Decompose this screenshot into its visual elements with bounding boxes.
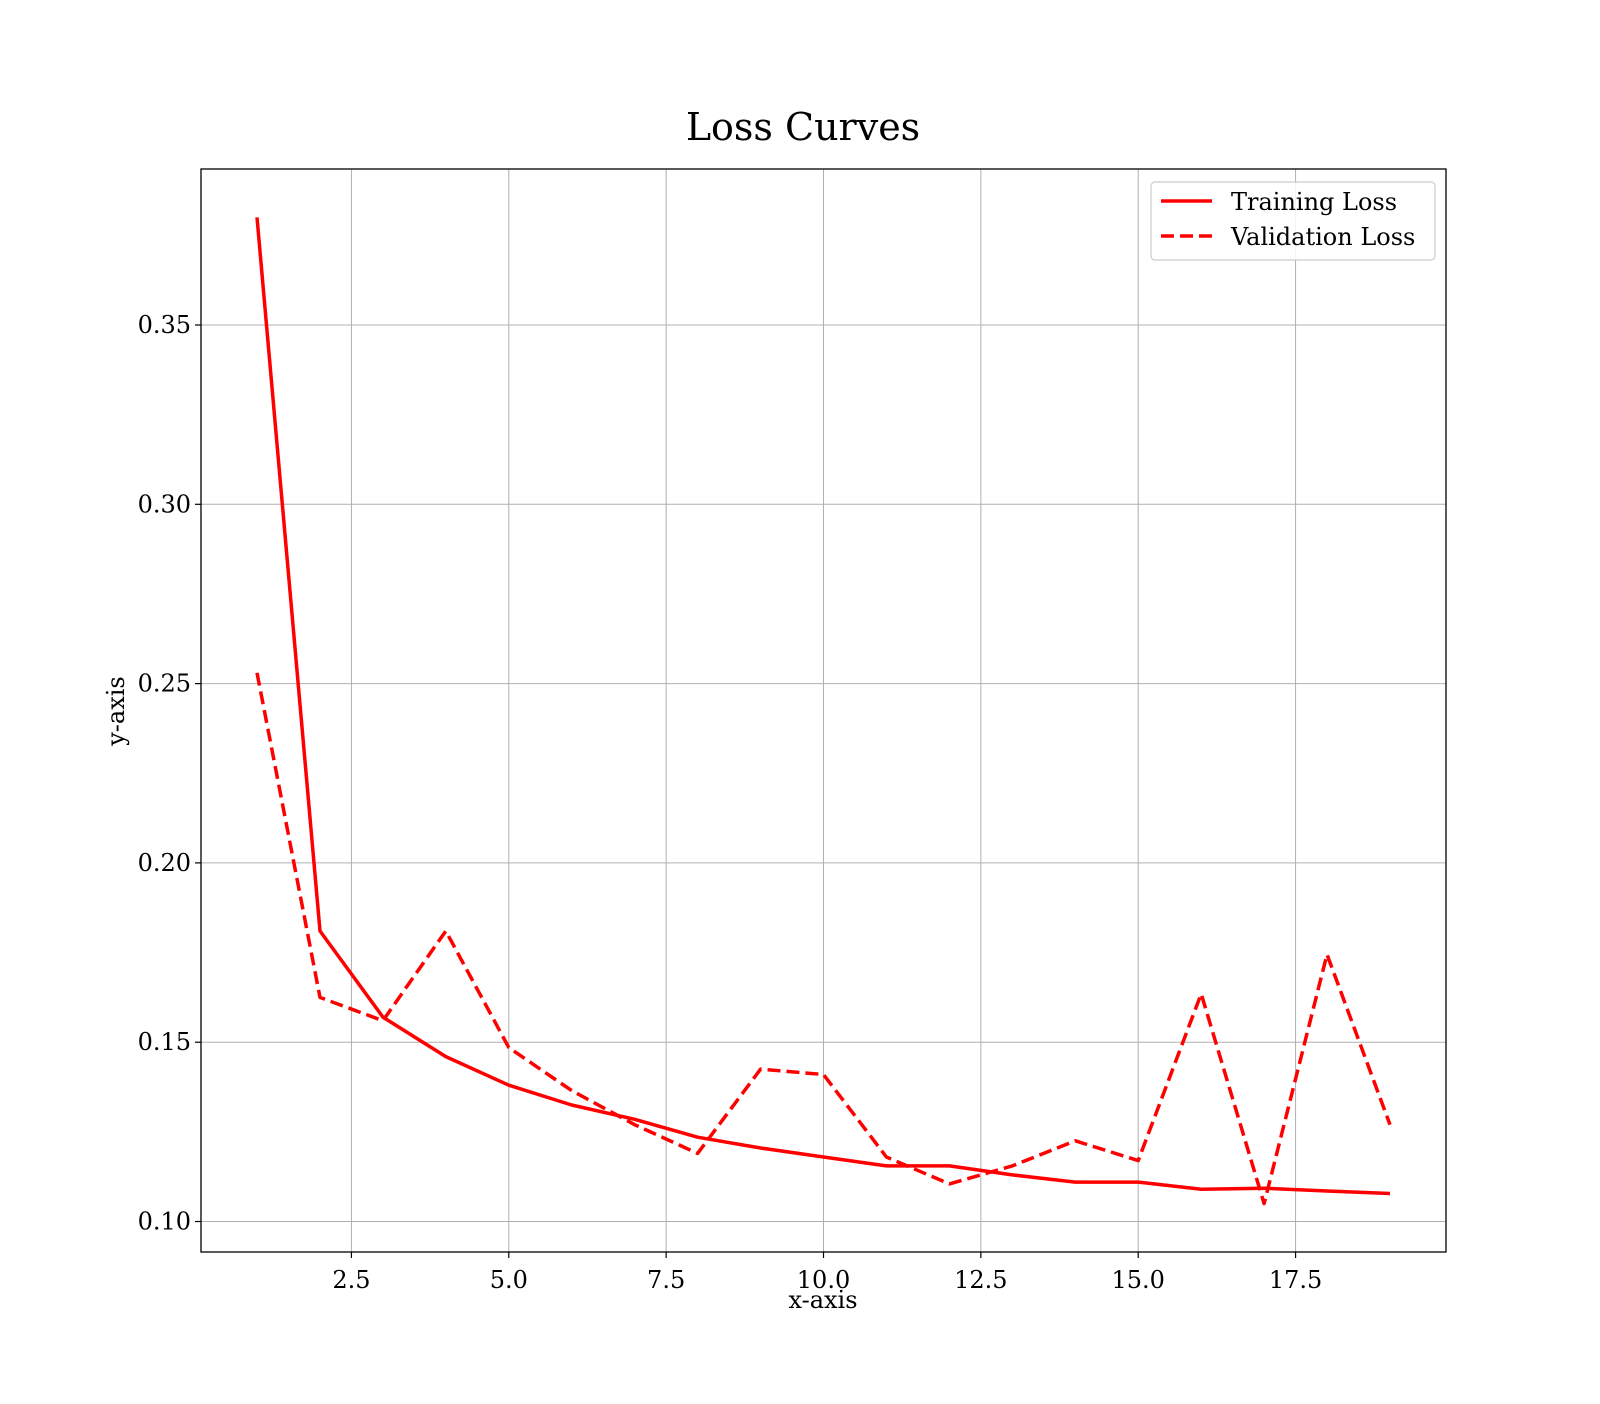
- x-tick-label: 5.0: [490, 1266, 528, 1294]
- x-axis-ticks: 2.5 5.0 7.5 10.0 12.5 15.0 17.5: [332, 1252, 1322, 1294]
- chart-title: Loss Curves: [686, 105, 920, 149]
- legend-label-training-loss: Training Loss: [1231, 188, 1397, 216]
- x-tick-label: 2.5: [332, 1266, 370, 1294]
- y-tick-label: 0.20: [138, 849, 191, 877]
- y-axis-label: y-axis: [102, 676, 130, 747]
- y-tick-label: 0.10: [138, 1208, 191, 1236]
- series-line-training-loss: [255, 217, 1391, 1196]
- x-tick-label: 7.5: [647, 1266, 685, 1294]
- x-tick-label: 15.0: [1111, 1266, 1164, 1294]
- y-tick-label: 0.15: [138, 1028, 191, 1056]
- legend-box: [1150, 181, 1436, 261]
- legend: Training Loss Validation Loss: [1150, 181, 1436, 261]
- grid: [201, 169, 1446, 1252]
- y-tick-label: 0.30: [138, 490, 191, 518]
- legend-label-validation-loss: Validation Loss: [1230, 223, 1415, 251]
- y-tick-label: 0.35: [138, 311, 191, 339]
- x-tick-label: 10.0: [797, 1266, 850, 1294]
- series-lines: [255, 217, 1392, 1206]
- x-tick-label: 17.5: [1269, 1266, 1322, 1294]
- y-axis-ticks: 0.10 0.15 0.20 0.25 0.30 0.35: [138, 311, 201, 1236]
- y-tick-label: 0.25: [138, 670, 191, 698]
- x-tick-label: 12.5: [954, 1266, 1007, 1294]
- x-axis-label: x-axis: [788, 1286, 857, 1314]
